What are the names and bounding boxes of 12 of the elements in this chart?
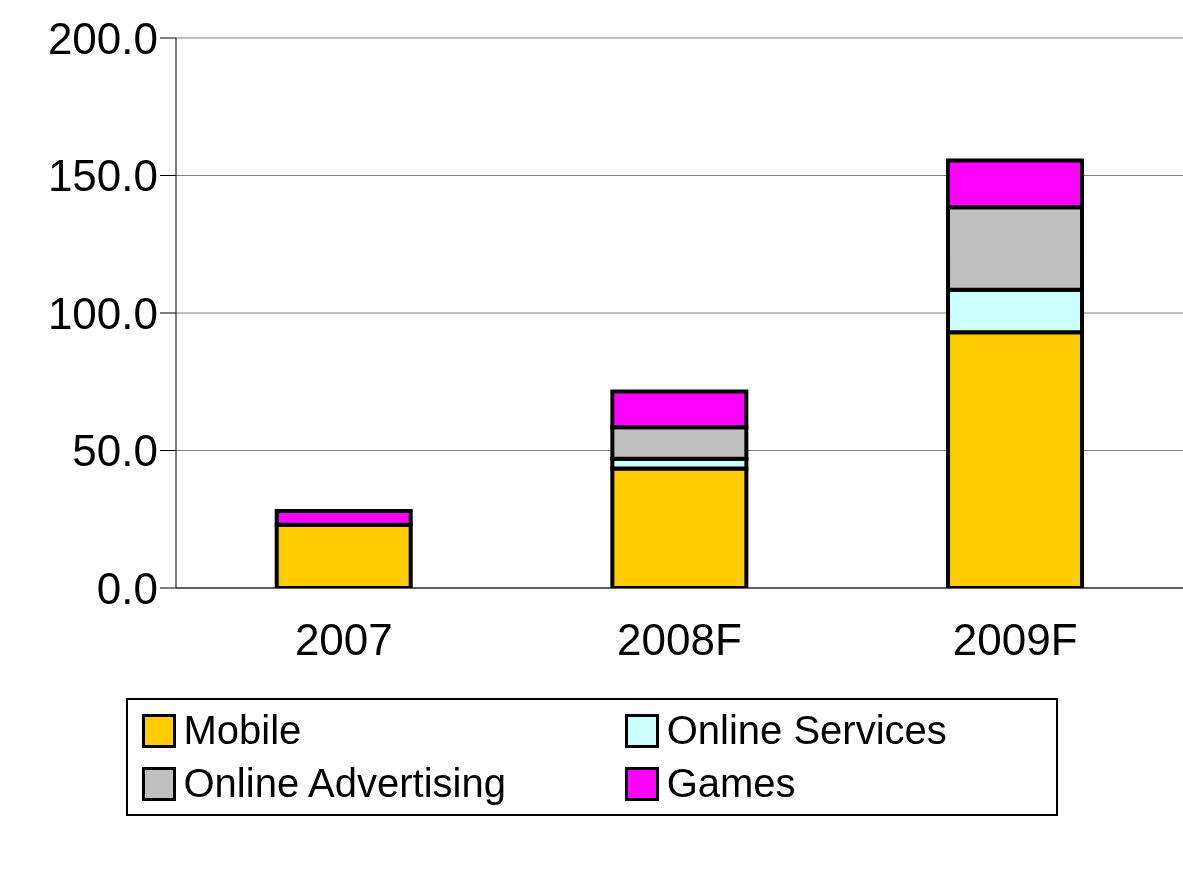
legend-label: Online Advertising <box>183 761 506 806</box>
legend-label: Online Services <box>666 708 947 753</box>
x-tick-label: 2009F <box>952 615 1078 665</box>
y-tick-label: 0.0 <box>96 563 158 613</box>
legend-label: Games <box>666 761 796 806</box>
legend-label: Mobile <box>183 708 302 753</box>
y-tick-label: 100.0 <box>47 288 158 338</box>
y-tick-label: 150.0 <box>47 151 158 201</box>
x-tick-label: 2008F <box>617 615 742 665</box>
y-tick-label: 50.0 <box>72 426 158 476</box>
x-tick-label: 2007 <box>294 615 393 665</box>
y-tick-label: 200.0 <box>47 13 158 63</box>
